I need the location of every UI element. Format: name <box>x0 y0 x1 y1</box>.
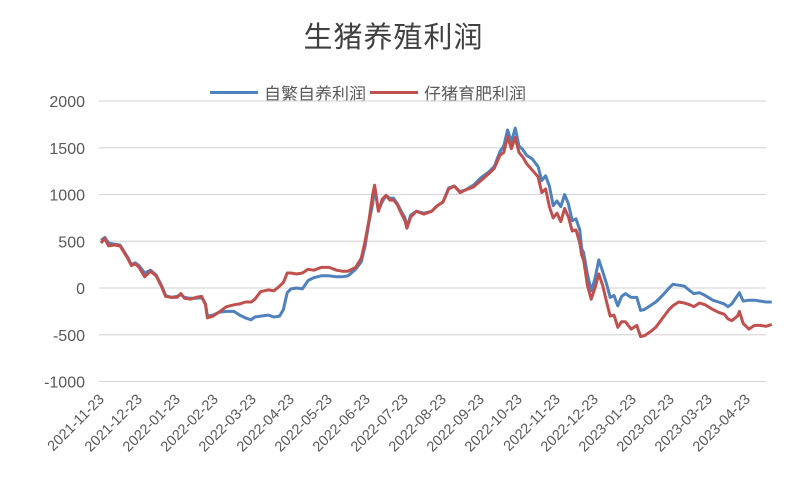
y-tick-label: 0 <box>76 281 85 298</box>
series-lines <box>99 126 773 339</box>
y-tick-label: 1500 <box>49 141 85 158</box>
y-tick-label: 2000 <box>49 94 85 111</box>
series-line-self-breeding <box>100 126 772 322</box>
x-axis-ticks: 2021-11-232021-12-232022-01-232022-02-23… <box>45 392 754 456</box>
legend-item-self-breeding: 自繁自养利润 <box>210 80 370 105</box>
gridlines <box>99 100 766 383</box>
legend-label: 自繁自养利润 <box>264 85 366 105</box>
series-line-piglet-fattening <box>99 135 773 339</box>
chart-legend: 自繁自养利润 仔猪育肥利润 <box>210 80 530 105</box>
y-tick-label: -500 <box>53 328 85 345</box>
legend-swatch-red <box>370 91 418 94</box>
legend-swatch-blue <box>210 91 258 94</box>
y-tick-label: 1000 <box>49 188 85 205</box>
chart-title: 生猪养殖利润 <box>303 20 484 54</box>
y-tick-label: 500 <box>58 234 85 251</box>
y-axis-ticks: 2000 1500 1000 500 0 -500 -1000 <box>44 94 85 392</box>
y-tick-label: -1000 <box>44 375 85 392</box>
legend-label: 仔猪育肥利润 <box>424 85 526 105</box>
legend-item-piglet-fattening: 仔猪育肥利润 <box>370 80 530 105</box>
